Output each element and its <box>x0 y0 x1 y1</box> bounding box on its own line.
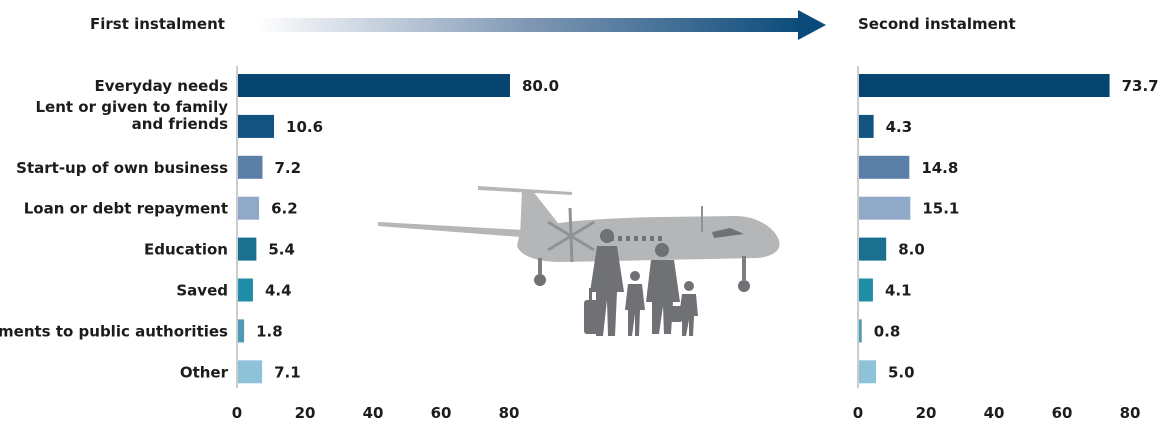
x-tick-label-0: 0 <box>853 404 863 422</box>
bar-4 <box>238 237 257 261</box>
value-label-7: 5.0 <box>888 363 915 381</box>
bar-5 <box>859 278 873 302</box>
bar-4 <box>859 237 887 261</box>
bar-3 <box>238 196 260 220</box>
x-tick-label-2: 40 <box>984 404 1005 422</box>
second-instalment-chart: 73.7 4.3 14.8 15.1 8.0 4.1 0.8 5.0 0 20 40 60 80 <box>853 66 1159 422</box>
value-label-3: 15.1 <box>922 200 959 218</box>
x-tick-label-1: 20 <box>916 404 937 422</box>
bar-0 <box>859 74 1110 97</box>
value-label-4: 5.4 <box>268 241 295 259</box>
bar-5 <box>238 278 253 302</box>
x-tick-label-3: 60 <box>431 404 452 422</box>
family-travellers-icon <box>584 229 698 336</box>
bar-7 <box>859 360 876 384</box>
value-label-1: 10.6 <box>286 118 323 136</box>
first-instalment-header: First instalment <box>90 15 225 33</box>
value-label-5: 4.1 <box>885 282 912 300</box>
value-label-6: 1.8 <box>256 322 283 340</box>
bar-6 <box>859 319 862 343</box>
x-tick-label-0: 0 <box>232 404 242 422</box>
first-instalment-chart: 80.0 Everyday needs 10.6 Lent or given to f… <box>0 66 559 422</box>
value-label-3: 6.2 <box>271 200 298 218</box>
bar-0 <box>238 74 510 97</box>
bar-7 <box>238 360 263 384</box>
value-label-5: 4.4 <box>265 282 292 300</box>
category-label-7: Other <box>180 363 229 381</box>
category-label-1: Lent or given to family and friends <box>36 98 229 133</box>
x-tick-label-1: 20 <box>295 404 316 422</box>
bar-1 <box>238 114 275 138</box>
bar-1 <box>859 114 874 138</box>
second-instalment-header: Second instalment <box>858 15 1016 33</box>
value-label-4: 8.0 <box>898 241 925 259</box>
x-tick-label-2: 40 <box>363 404 384 422</box>
category-label-4: Education <box>144 241 228 259</box>
airplane-icon <box>378 186 780 292</box>
category-label-3: Loan or debt repayment <box>24 200 228 218</box>
bar-2 <box>238 155 263 179</box>
value-label-2: 14.8 <box>921 159 958 177</box>
x-tick-label-4: 80 <box>1120 404 1141 422</box>
x-tick-label-3: 60 <box>1052 404 1073 422</box>
category-label-2: Start-up of own business <box>16 159 228 177</box>
bar-2 <box>859 155 910 179</box>
bar-3 <box>859 196 911 220</box>
value-label-0: 80.0 <box>522 77 559 95</box>
progression-arrow-icon <box>256 10 826 40</box>
value-label-7: 7.1 <box>274 363 301 381</box>
value-label-1: 4.3 <box>886 118 913 136</box>
x-tick-label-4: 80 <box>499 404 520 422</box>
category-label-6: Payments to public authorities <box>0 322 228 340</box>
value-label-6: 0.8 <box>874 322 901 340</box>
value-label-0: 73.7 <box>1122 77 1159 95</box>
category-label-0: Everyday needs <box>95 77 229 95</box>
bar-6 <box>238 319 245 343</box>
value-label-2: 7.2 <box>274 159 301 177</box>
category-label-5: Saved <box>176 282 228 300</box>
